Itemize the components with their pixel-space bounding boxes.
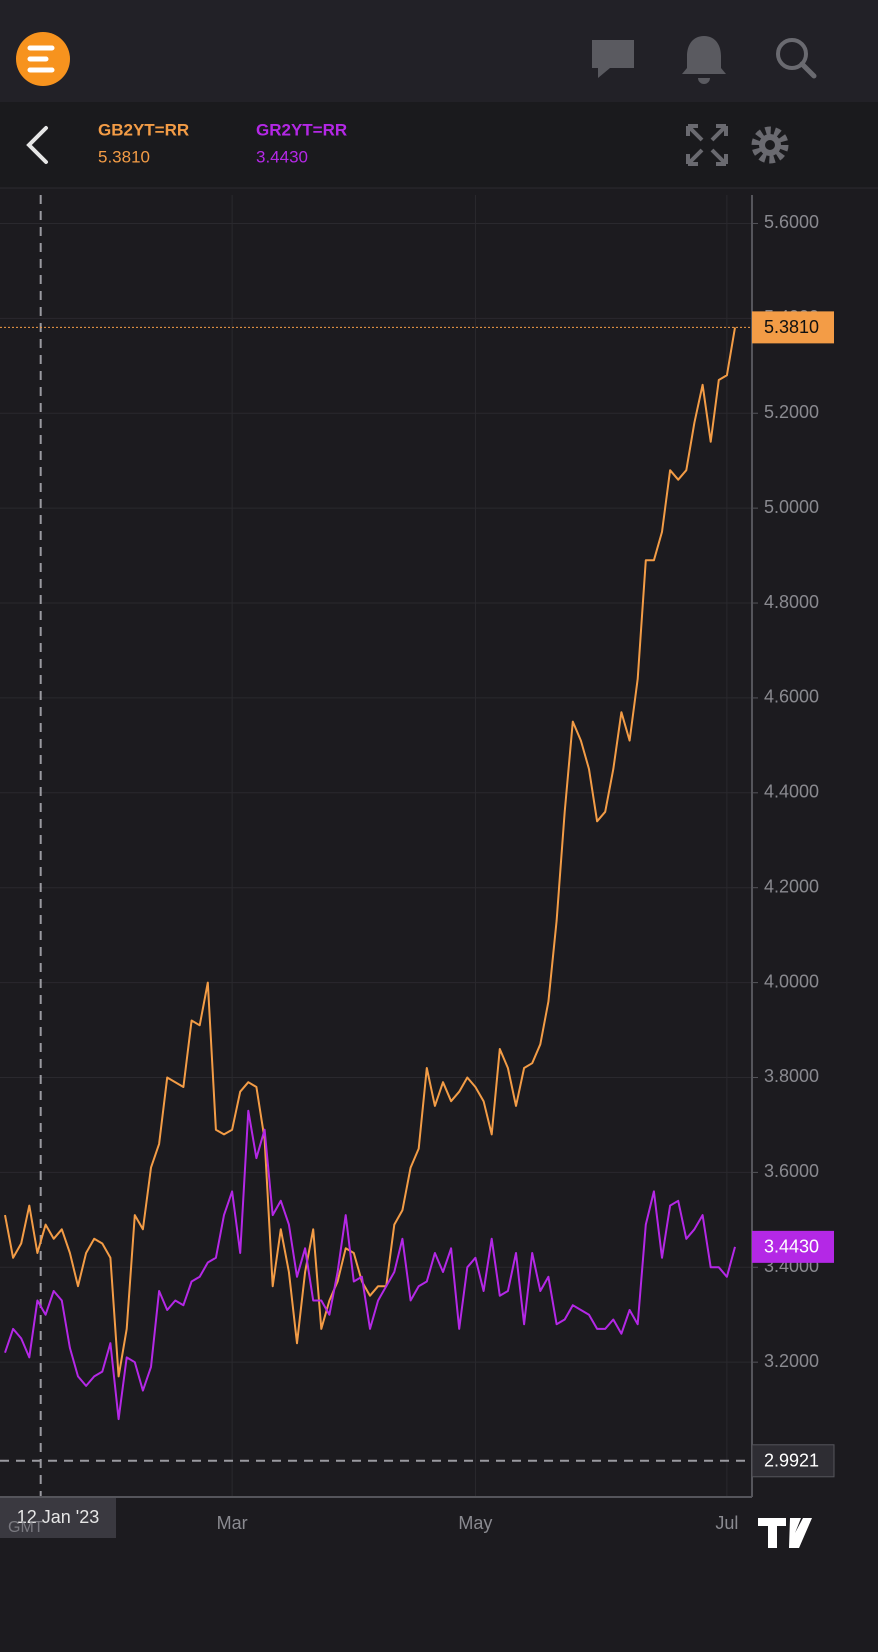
price-tag-label: 3.4430 bbox=[764, 1237, 819, 1257]
crosshair-y-label: 2.9921 bbox=[764, 1451, 819, 1471]
settings-icon[interactable] bbox=[751, 126, 789, 164]
y-tick-label: 5.2000 bbox=[764, 402, 819, 422]
legend-symbol: GR2YT=RR bbox=[256, 120, 347, 139]
y-tick-label: 4.4000 bbox=[764, 782, 819, 802]
gear-teeth bbox=[751, 126, 789, 164]
legend-symbol: GB2YT=RR bbox=[98, 120, 189, 139]
gear-hole bbox=[765, 140, 775, 150]
top-bar bbox=[0, 0, 878, 102]
search-icon[interactable] bbox=[776, 38, 817, 79]
y-tick-label: 3.6000 bbox=[764, 1161, 819, 1181]
plot bbox=[0, 195, 752, 1497]
x-tick-label: Mar bbox=[217, 1513, 248, 1533]
crosshair-y-tag bbox=[751, 1444, 835, 1478]
y-tick-label: 4.6000 bbox=[764, 687, 819, 707]
crosshair-x-label: 12 Jan '23 bbox=[17, 1507, 100, 1527]
menu-button[interactable] bbox=[16, 32, 70, 86]
price-tag bbox=[752, 1230, 834, 1263]
back-button[interactable] bbox=[26, 126, 48, 164]
bell-icon[interactable] bbox=[682, 36, 726, 84]
menu-lines bbox=[27, 45, 55, 73]
y-tick-label: 3.8000 bbox=[764, 1066, 819, 1086]
y-tick-label: 4.8000 bbox=[764, 592, 819, 612]
fullscreen-icon[interactable] bbox=[686, 124, 728, 166]
y-tick-label: 4.0000 bbox=[764, 971, 819, 991]
tradingview-logo bbox=[758, 1518, 812, 1548]
search-handle bbox=[799, 61, 817, 79]
x-tick-label: May bbox=[458, 1513, 492, 1533]
series-line bbox=[4, 1109, 736, 1421]
price-tag-label: 5.3810 bbox=[764, 317, 819, 337]
timezone-label: GMT bbox=[8, 1519, 44, 1536]
legend-value: 5.3810 bbox=[98, 147, 150, 166]
chat-icon[interactable] bbox=[592, 40, 634, 78]
legend-value: 3.4430 bbox=[256, 147, 308, 166]
x-tick-label: Jul bbox=[715, 1513, 738, 1533]
y-tick-label: 4.2000 bbox=[764, 876, 819, 896]
search-lens bbox=[776, 38, 808, 70]
legend-bar bbox=[0, 102, 878, 188]
y-tick-label: 5.6000 bbox=[764, 212, 819, 232]
series-line bbox=[4, 327, 736, 1378]
y-tick-label: 3.2000 bbox=[764, 1351, 819, 1371]
y-tick-label: 5.0000 bbox=[764, 497, 819, 517]
crosshair-x-tag bbox=[0, 1498, 116, 1538]
price-tag bbox=[752, 311, 834, 344]
